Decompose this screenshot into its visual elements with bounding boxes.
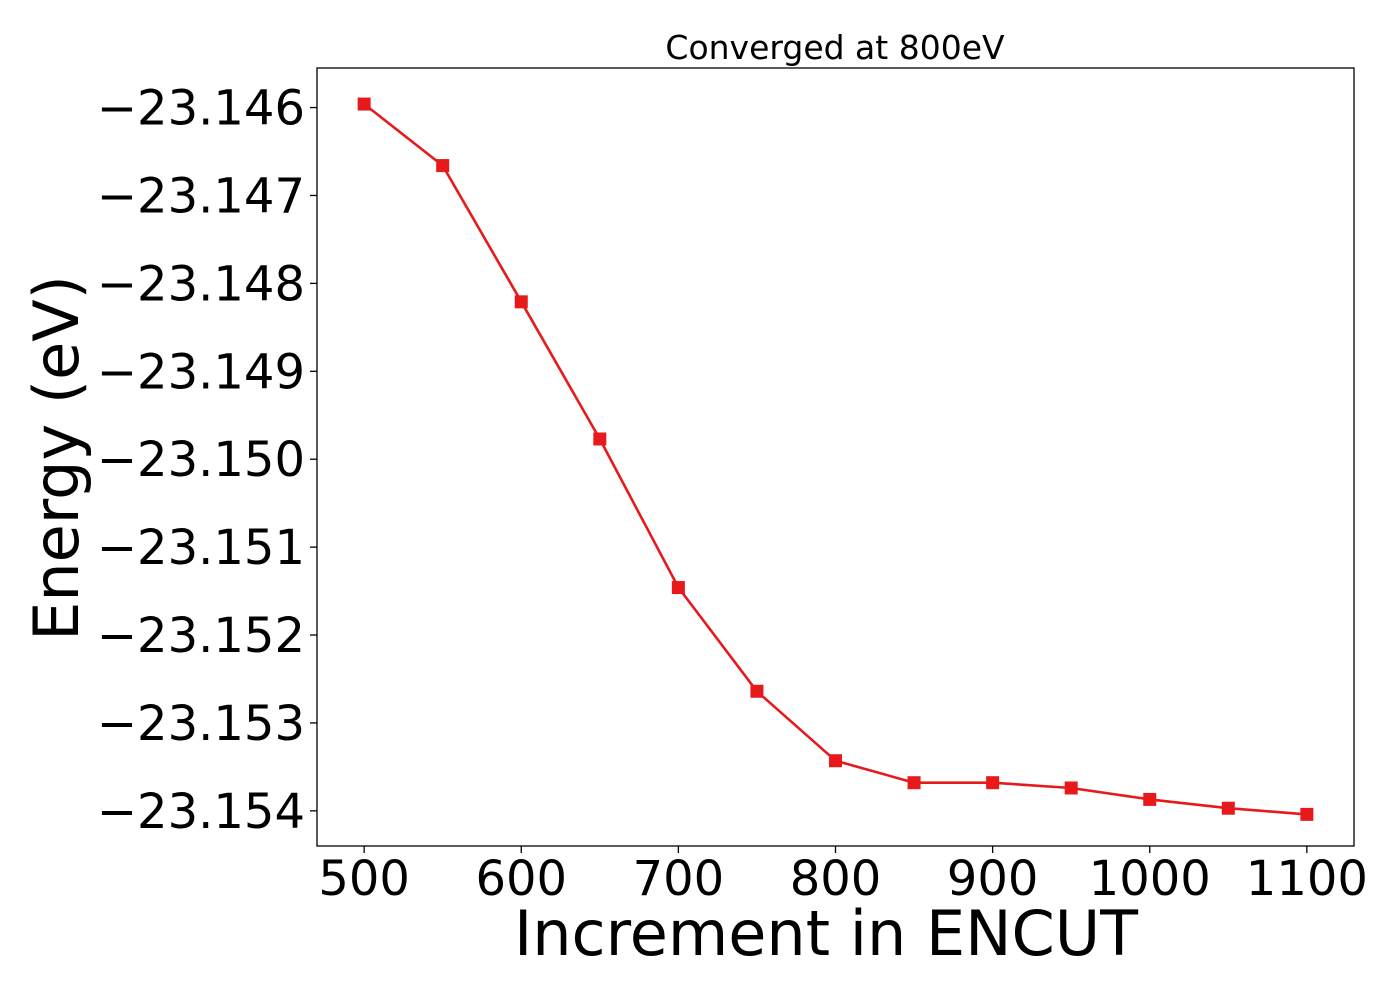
plot-area-frame bbox=[316, 67, 1355, 847]
series-line bbox=[363, 102, 1308, 816]
data-point-marker bbox=[1300, 807, 1314, 821]
data-point-marker bbox=[750, 684, 764, 698]
data-point-marker bbox=[514, 295, 528, 309]
data-point-marker bbox=[1064, 781, 1078, 795]
x-axis: 500 600 700 800 900 1000 1100 bbox=[318, 846, 1368, 907]
y-axis: −23.146 −23.147 −23.148 −23.149 −23.150 −23.1… bbox=[97, 81, 317, 840]
data-point-marker bbox=[593, 432, 607, 446]
x-tick-label: 1000 bbox=[1089, 851, 1211, 907]
x-tick-label: 700 bbox=[633, 851, 725, 907]
series-layer bbox=[357, 97, 1314, 821]
data-point-marker bbox=[829, 754, 842, 768]
y-tick-label: −23.147 bbox=[97, 168, 305, 224]
y-axis-label: Energy (eV) bbox=[20, 275, 93, 641]
x-axis-label: Increment in ENCUT bbox=[514, 897, 1139, 970]
x-tick-label: 800 bbox=[790, 851, 882, 907]
data-point-marker bbox=[436, 159, 450, 173]
y-tick-label: −23.146 bbox=[97, 81, 305, 137]
y-tick-label: −23.150 bbox=[97, 432, 305, 488]
x-tick-label: 900 bbox=[947, 851, 1039, 907]
x-tick-label: 500 bbox=[318, 851, 410, 907]
chart-title: Converged at 800eV bbox=[665, 28, 1005, 67]
y-tick-label: −23.153 bbox=[97, 696, 305, 752]
y-tick-label: −23.149 bbox=[97, 344, 305, 400]
data-point-marker bbox=[907, 776, 921, 790]
data-point-marker bbox=[1221, 801, 1235, 815]
y-tick-label: −23.151 bbox=[97, 520, 305, 576]
x-tick-label: 1100 bbox=[1246, 851, 1368, 907]
data-point-marker bbox=[986, 776, 1000, 790]
data-point-marker bbox=[357, 97, 371, 111]
y-tick-label: −23.152 bbox=[97, 608, 305, 664]
y-tick-label: −23.148 bbox=[97, 256, 305, 312]
data-point-marker bbox=[1143, 792, 1157, 806]
data-point-marker bbox=[671, 581, 685, 595]
y-tick-label: −23.154 bbox=[97, 784, 305, 840]
x-tick-label: 600 bbox=[475, 851, 567, 907]
